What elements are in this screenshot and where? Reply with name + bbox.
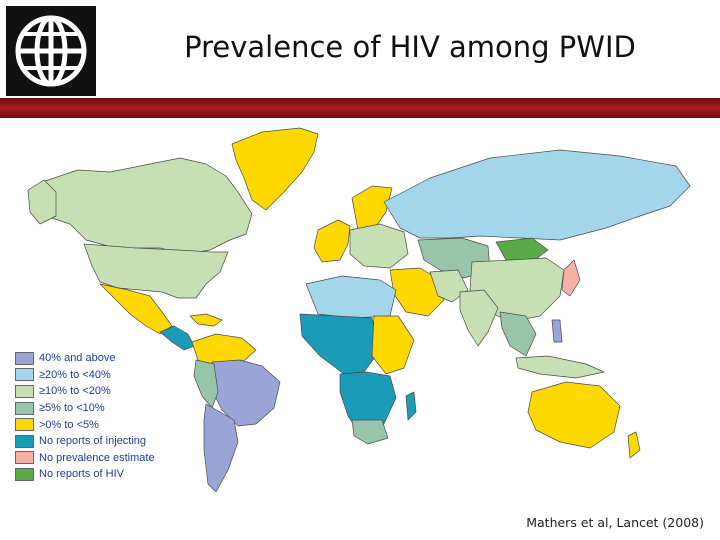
globe-icon <box>15 15 87 87</box>
map-region-madagascar <box>405 391 417 421</box>
map-region-india <box>459 289 499 347</box>
legend-item: No reports of HIV <box>15 466 155 483</box>
map-region-eastern-europe <box>349 223 409 269</box>
map-region-mongolia <box>495 237 549 263</box>
legend-swatch <box>15 351 34 365</box>
legend-item: No reports of injecting <box>15 433 155 450</box>
legend-swatch <box>15 434 34 448</box>
legend-swatch <box>15 451 34 465</box>
map-region-greenland <box>231 127 319 211</box>
legend-item: No prevalence estimate <box>15 450 155 467</box>
legend-label: ≥20% to <40% <box>39 368 111 381</box>
map-region-new-zealand <box>627 431 641 459</box>
legend-label: No reports of injecting <box>39 435 146 448</box>
map-region-alaska <box>27 179 57 225</box>
map-region-west-central-africa <box>299 313 381 375</box>
map-region-russia <box>383 149 691 241</box>
map-region-middle-east <box>389 267 445 317</box>
map-region-caribbean <box>189 313 223 327</box>
citation: Mathers et al, Lancet (2008) <box>526 515 704 530</box>
legend-label: No reports of HIV <box>39 468 124 481</box>
map-region-southeast-asia <box>499 311 537 357</box>
legend-label: No prevalence estimate <box>39 451 155 464</box>
legend-item: ≥5% to <10% <box>15 400 155 417</box>
map-region-central-america <box>159 325 195 351</box>
legend-swatch <box>15 368 34 382</box>
map-region-southern-cone <box>203 403 239 493</box>
map-region-philippines <box>551 319 563 343</box>
map-region-north-africa <box>305 275 397 319</box>
legend-item: >0% to <5% <box>15 416 155 433</box>
map-region-mexico <box>99 283 173 335</box>
legend-swatch <box>15 467 34 481</box>
legend-swatch <box>15 384 34 398</box>
world-map <box>27 127 691 493</box>
map-region-scandinavia <box>351 185 393 233</box>
map-region-south-africa <box>351 419 389 445</box>
legend-swatch <box>15 418 34 432</box>
legend-item: ≥10% to <20% <box>15 383 155 400</box>
legend-label: ≥10% to <20% <box>39 385 111 398</box>
map-region-canada <box>41 157 253 255</box>
map-legend: 40% and above ≥20% to <40% ≥10% to <20% … <box>15 350 155 483</box>
legend-item: 40% and above <box>15 350 155 367</box>
legend-item: ≥20% to <40% <box>15 367 155 384</box>
map-region-indonesia <box>515 355 605 379</box>
page-title: Prevalence of HIV among PWID <box>184 30 636 64</box>
map-region-japan <box>561 259 581 297</box>
map-region-australia <box>527 381 621 449</box>
legend-label: >0% to <5% <box>39 418 99 431</box>
map-region-western-europe <box>313 219 351 263</box>
legend-label: ≥5% to <10% <box>39 402 105 415</box>
world-bank-logo <box>6 6 96 96</box>
map-region-usa <box>83 243 229 299</box>
map-region-east-africa <box>371 315 415 375</box>
header-divider-bar <box>0 98 720 118</box>
legend-swatch <box>15 401 34 415</box>
legend-label: 40% and above <box>39 352 116 365</box>
map-region-andes <box>193 359 219 409</box>
